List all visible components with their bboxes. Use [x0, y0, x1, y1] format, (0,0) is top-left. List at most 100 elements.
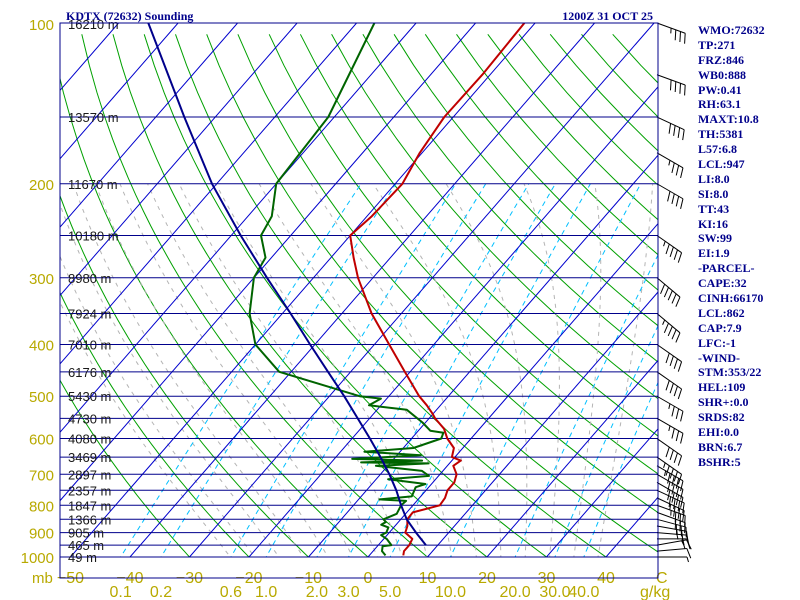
pressure-tick-label: 500: [29, 389, 54, 406]
wind-barbs: [656, 22, 692, 563]
wind-barb-flag: [680, 433, 684, 444]
isotherm-line: [486, 359, 658, 557]
wind-barb-flag: [677, 500, 681, 512]
wind-barb-flag: [682, 502, 685, 514]
wind-barb-flag: [680, 198, 684, 210]
mixing-ratio-tick-label: 1.0: [255, 584, 277, 600]
pressure-tick-label: 700: [29, 467, 54, 484]
wind-barb-flag: [675, 408, 680, 420]
wind-barb-flag: [675, 196, 680, 207]
height-label: 2357 m: [68, 483, 111, 498]
height-label: 905 m: [68, 526, 104, 541]
wind-barb-flag: [668, 123, 672, 134]
height-label: 16210 m: [68, 17, 119, 32]
wind-barb-flag: [665, 380, 670, 391]
index-value: STM:353/22: [698, 365, 762, 380]
wind-barb-flag: [671, 475, 675, 487]
wind-barb-flag: [680, 167, 684, 179]
wind-barb-half-flag: [668, 425, 671, 432]
pressure-tick-label: 800: [29, 498, 54, 515]
pressure-tick-label: 400: [29, 338, 54, 355]
wind-barb-flag: [684, 515, 686, 526]
wind-barb-flag: [671, 329, 677, 340]
wind-barb-flag: [673, 471, 678, 482]
mixing-ratio-tick-label: 0.6: [220, 584, 242, 600]
moist-adiabat-line: [573, 183, 602, 557]
isotherm-line: [60, 23, 417, 434]
wind-barb-flag: [677, 474, 683, 485]
wind-barb-flag: [674, 512, 677, 523]
plot-frame: [59, 22, 659, 579]
index-value: PW:0.41: [698, 82, 742, 97]
wind-barb-flag: [667, 489, 671, 501]
height-label: 7924 m: [68, 307, 111, 322]
index-value: RH:63.1: [698, 97, 741, 112]
wind-barb-flag: [663, 287, 669, 298]
wind-barb-flag: [677, 508, 681, 519]
wind-barb-flag: [671, 193, 675, 205]
wind-barb-flag: [669, 468, 674, 479]
height-label: 1847 m: [68, 498, 111, 513]
index-value: FRZ:846: [698, 52, 744, 67]
index-value: TP:271: [698, 37, 736, 52]
wind-barb-flag: [677, 127, 681, 139]
dry-adiabat-line: [60, 379, 191, 557]
wind-barb-flag: [665, 465, 670, 476]
wind-barb-half-flag: [676, 534, 679, 540]
wind-barb-flag: [671, 293, 677, 304]
wind-barb-flag: [673, 452, 678, 463]
wind-barb-flag: [665, 243, 670, 255]
height-label: 465 m: [68, 538, 104, 553]
dry-adiabat-line: [60, 291, 250, 557]
dry-adiabat-line: [362, 34, 658, 363]
mixing-ratio-tick-label: 5.0: [379, 584, 401, 600]
moist-adiabat-line: [147, 183, 378, 557]
dry-adiabat-line: [424, 34, 658, 291]
wind-barb-flag: [677, 455, 683, 466]
index-value: LFC:-1: [698, 335, 736, 350]
dry-adiabat-lines: [60, 33, 658, 557]
mixing-ratio-line: [230, 183, 457, 557]
dry-adiabat-line: [393, 34, 658, 327]
wind-barb: [656, 417, 684, 444]
index-value: LCL:947: [698, 157, 745, 172]
wind-barb-flag: [669, 79, 672, 91]
wind-barb-flag: [669, 246, 674, 258]
pressure-tick-label: 900: [29, 526, 54, 543]
index-value: MAXT:10.8: [698, 112, 759, 127]
height-label: 4730 m: [68, 411, 111, 426]
wind-barb: [656, 152, 684, 179]
index-value: CINH:66170: [698, 291, 764, 306]
wind-barb-flag: [671, 484, 675, 495]
wind-barb-flag: [686, 548, 692, 559]
wind-barb: [656, 22, 686, 44]
height-label: 8980 m: [68, 271, 111, 286]
wind-barb: [656, 497, 685, 521]
index-value: WB0:888: [698, 67, 746, 82]
dry-adiabat-line: [143, 34, 548, 557]
wind-barb: [656, 548, 692, 559]
wind-barb-flag: [665, 352, 670, 364]
wind-barb-flag: [677, 361, 683, 372]
wind-barb-flag: [686, 531, 689, 542]
isotherm-line: [60, 23, 179, 160]
wind-barb-flag: [675, 332, 681, 343]
wind-barb-flag: [667, 290, 673, 301]
mixing-ratio-line: [120, 183, 362, 557]
mixing-ratio-tick-label: 40.0: [568, 584, 599, 600]
mixing-ratio-tick-label: 0.1: [109, 584, 131, 600]
moist-adiabat-line: [523, 183, 560, 557]
wind-barb: [656, 371, 683, 400]
wind-barb-flag: [675, 494, 680, 506]
moist-adiabat-line: [72, 183, 304, 557]
wind-barb-flag: [679, 83, 681, 94]
wind-barb-flag: [684, 33, 686, 44]
wind-barb-flag: [669, 355, 674, 367]
wind-barb-flag: [667, 191, 671, 202]
index-value: HEL:109: [698, 380, 746, 395]
wind-barb-flag: [684, 84, 686, 96]
isotherm-line: [367, 222, 658, 557]
wind-barb-flag: [675, 430, 680, 442]
index-value: EI:1.9: [698, 246, 730, 261]
